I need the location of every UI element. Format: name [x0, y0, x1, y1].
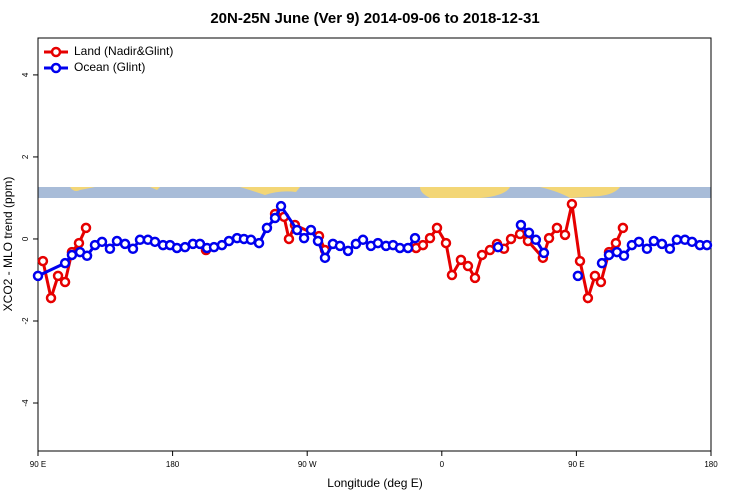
- point: [357, 234, 369, 246]
- point: [589, 270, 601, 282]
- point: [45, 292, 57, 304]
- point: [261, 222, 273, 234]
- y-tick-label: -4: [21, 399, 30, 407]
- point: [543, 232, 555, 244]
- x-tick-label: 90 E: [30, 460, 46, 469]
- point: [37, 255, 49, 267]
- point: [431, 222, 443, 234]
- point: [59, 276, 71, 288]
- point: [223, 235, 235, 247]
- point: [127, 243, 139, 255]
- legend-marker: [50, 62, 62, 74]
- y-axis-label: XCO2 - MLO trend (ppm): [1, 177, 15, 312]
- point: [305, 224, 317, 236]
- point: [319, 252, 331, 264]
- point: [462, 260, 474, 272]
- point: [671, 234, 683, 246]
- x-tick-label: 180: [704, 460, 718, 469]
- point: [342, 245, 354, 257]
- point: [596, 257, 608, 269]
- map-strip: [38, 187, 711, 198]
- point: [298, 232, 310, 244]
- y-tick-label: 4: [21, 72, 30, 77]
- point: [574, 255, 586, 267]
- point: [440, 237, 452, 249]
- point: [492, 241, 504, 253]
- point: [66, 249, 78, 261]
- point: [522, 235, 534, 247]
- point: [633, 236, 645, 248]
- point: [664, 243, 676, 255]
- y-tick-label: 2: [21, 154, 30, 159]
- point: [111, 235, 123, 247]
- point: [402, 242, 414, 254]
- point: [505, 233, 517, 245]
- point: [372, 237, 384, 249]
- point: [291, 224, 303, 236]
- x-tick-label: 0: [440, 460, 445, 469]
- point: [119, 238, 131, 250]
- x-tick-label: 180: [166, 460, 180, 469]
- point: [469, 272, 481, 284]
- point: [595, 276, 607, 288]
- point: [701, 239, 713, 251]
- point: [283, 233, 295, 245]
- legend-label: Ocean (Glint): [74, 60, 145, 74]
- point: [96, 236, 108, 248]
- point: [572, 270, 584, 282]
- y-tick-label: 0: [21, 236, 30, 241]
- point: [171, 242, 183, 254]
- point: [269, 212, 281, 224]
- point: [424, 232, 436, 244]
- point: [80, 222, 92, 234]
- point: [73, 237, 85, 249]
- point: [446, 269, 458, 281]
- point: [538, 247, 550, 259]
- x-tick-label: 90 W: [298, 460, 317, 469]
- point: [455, 254, 467, 266]
- point: [514, 228, 526, 240]
- point: [32, 270, 44, 282]
- point: [523, 227, 535, 239]
- point: [253, 237, 265, 249]
- point: [641, 243, 653, 255]
- point: [530, 234, 542, 246]
- chart-title: 20N-25N June (Ver 9) 2014-09-06 to 2018-…: [210, 10, 539, 27]
- point: [617, 222, 629, 234]
- point: [476, 249, 488, 261]
- point: [417, 239, 429, 251]
- point: [618, 250, 630, 262]
- x-tick-label: 90 E: [568, 460, 584, 469]
- legend-marker: [50, 46, 62, 58]
- legend-label: Land (Nadir&Glint): [74, 44, 173, 58]
- y-tick-label: -2: [21, 317, 30, 325]
- point: [245, 234, 257, 246]
- point: [81, 250, 93, 262]
- point: [394, 242, 406, 254]
- point: [52, 270, 64, 282]
- point: [409, 232, 421, 244]
- point: [484, 244, 496, 256]
- point: [275, 200, 287, 212]
- point: [582, 292, 594, 304]
- point: [656, 238, 668, 250]
- point: [559, 229, 571, 241]
- point: [610, 237, 622, 249]
- x-axis-label: Longitude (deg E): [327, 476, 422, 490]
- point: [312, 235, 324, 247]
- point: [104, 243, 116, 255]
- point: [59, 257, 71, 269]
- point: [149, 236, 161, 248]
- point: [551, 222, 563, 234]
- point: [648, 235, 660, 247]
- point: [515, 219, 527, 231]
- point: [334, 240, 346, 252]
- point: [566, 198, 578, 210]
